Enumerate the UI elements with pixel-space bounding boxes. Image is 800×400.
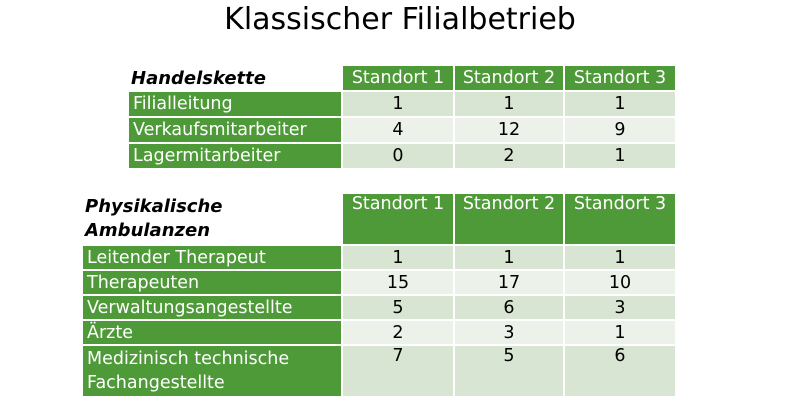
table-cell: 6	[455, 296, 563, 319]
table-cell: 1	[343, 92, 453, 116]
row-label: Lagermitarbeiter	[129, 144, 341, 168]
row-label: Medizinisch technische Fachangestellte	[83, 346, 341, 396]
table-cell: 3	[455, 321, 563, 344]
table-row: Filialleitung 1 1 1	[129, 92, 675, 116]
handelskette-table: Handelskette Standort 1 Standort 2 Stand…	[127, 64, 677, 170]
table-cell: 6	[565, 346, 675, 396]
column-header-standort-1: Standort 1	[343, 66, 453, 90]
table-header-row: Physikalische Ambulanzen Standort 1 Stan…	[83, 194, 675, 244]
column-header-standort-1: Standort 1	[343, 194, 453, 244]
table-cell: 7	[343, 346, 453, 396]
row-label: Verkaufsmitarbeiter	[129, 118, 341, 142]
table-cell: 5	[455, 346, 563, 396]
table-row: Lagermitarbeiter 0 2 1	[129, 144, 675, 168]
column-header-standort-3: Standort 3	[565, 194, 675, 244]
table-cell: 1	[565, 246, 675, 269]
row-label-line-2: Fachangestellte	[87, 373, 225, 393]
table-row: Ärzte 2 3 1	[83, 321, 675, 344]
table-cell: 0	[343, 144, 453, 168]
table-row: Therapeuten 15 17 10	[83, 271, 675, 294]
row-label-line-1: Medizinisch technische	[87, 349, 290, 369]
table-name: Physikalische Ambulanzen	[83, 194, 341, 244]
column-header-standort-2: Standort 2	[455, 194, 563, 244]
table-cell: 1	[343, 246, 453, 269]
column-header-standort-2: Standort 2	[455, 66, 563, 90]
table-row: Leitender Therapeut 1 1 1	[83, 246, 675, 269]
table-row: Verkaufsmitarbeiter 4 12 9	[129, 118, 675, 142]
row-label: Leitender Therapeut	[83, 246, 341, 269]
table-cell: 1	[455, 246, 563, 269]
table-name-line-1: Physikalische	[85, 196, 223, 217]
table-name-line-2: Ambulanzen	[85, 220, 211, 241]
table-cell: 12	[455, 118, 563, 142]
row-label: Filialleitung	[129, 92, 341, 116]
column-header-standort-3: Standort 3	[565, 66, 675, 90]
table-header-row: Handelskette Standort 1 Standort 2 Stand…	[129, 66, 675, 90]
page-title: Klassischer Filialbetrieb	[224, 2, 576, 37]
table-cell: 10	[565, 271, 675, 294]
row-label: Verwaltungsangestellte	[83, 296, 341, 319]
table-name: Handelskette	[129, 66, 341, 90]
table-cell: 4	[343, 118, 453, 142]
table-cell: 1	[565, 144, 675, 168]
table-row: Medizinisch technische Fachangestellte 7…	[83, 346, 675, 396]
table-cell: 15	[343, 271, 453, 294]
table-cell: 1	[455, 92, 563, 116]
table-cell: 2	[455, 144, 563, 168]
table-cell: 1	[565, 321, 675, 344]
table-row: Verwaltungsangestellte 5 6 3	[83, 296, 675, 319]
row-label: Therapeuten	[83, 271, 341, 294]
table-cell: 3	[565, 296, 675, 319]
table-cell: 5	[343, 296, 453, 319]
table-cell: 17	[455, 271, 563, 294]
table-cell: 2	[343, 321, 453, 344]
physikalische-ambulanzen-table: Physikalische Ambulanzen Standort 1 Stan…	[81, 192, 677, 398]
row-label: Ärzte	[83, 321, 341, 344]
table-cell: 9	[565, 118, 675, 142]
table-cell: 1	[565, 92, 675, 116]
